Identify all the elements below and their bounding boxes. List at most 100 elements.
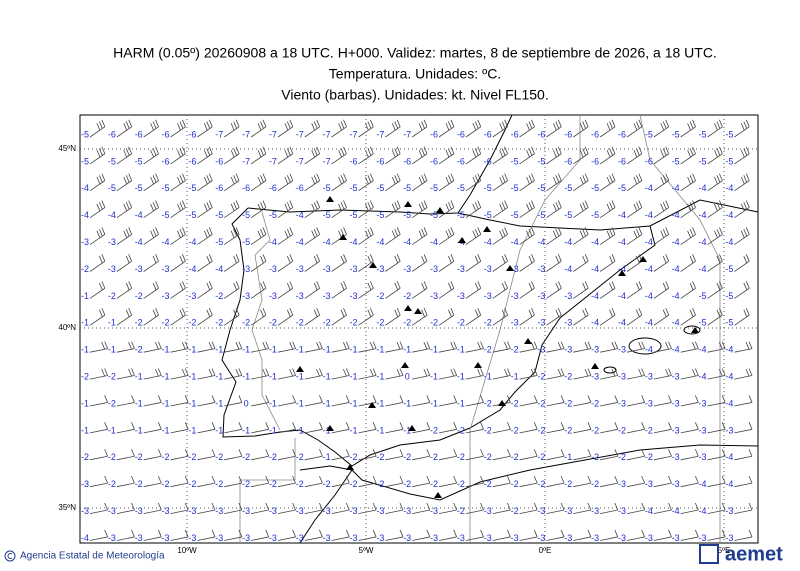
temperature-label: -5 (591, 210, 599, 220)
wind-barb (265, 475, 270, 484)
temperature-label: -3 (108, 506, 116, 516)
wind-barb (474, 228, 479, 237)
wind-barb (689, 148, 694, 156)
temperature-label: -1 (162, 345, 170, 355)
temperature-label: -4 (672, 237, 680, 247)
lon-label: 5ºW (359, 546, 374, 555)
temperature-label: -2 (135, 345, 143, 355)
wind-barb (143, 428, 162, 434)
wind-barb (507, 341, 511, 349)
temperature-label: -3 (484, 264, 492, 274)
temperature-label: -3 (672, 398, 680, 408)
wind-barb (480, 395, 484, 403)
wind-barb (304, 428, 323, 434)
wind-barb (412, 402, 430, 407)
wind-barb (251, 375, 269, 380)
wind-barb (211, 529, 216, 538)
temperature-label: -2 (645, 452, 653, 462)
wind-barb (116, 428, 135, 434)
wind-barb (692, 173, 696, 181)
wind-barb (251, 402, 269, 407)
wind-barb (131, 368, 135, 376)
temperature-label: -3 (457, 533, 465, 543)
wind-barb (197, 455, 216, 461)
wind-barb (289, 200, 294, 208)
wind-barb (748, 341, 753, 349)
temperature-label: -2 (403, 452, 411, 462)
temperature-label: -3 (484, 291, 492, 301)
temperature-label: 0 (405, 371, 410, 381)
wind-barb (600, 402, 618, 407)
wind-barb (313, 309, 318, 317)
temperature-label: -5 (162, 183, 170, 193)
temperature-label: -1 (269, 398, 277, 408)
wind-barb (579, 203, 584, 212)
wind-barb (238, 395, 243, 403)
wind-barb (719, 281, 723, 289)
temperature-label: -3 (430, 264, 438, 274)
wind-barb (692, 281, 696, 289)
wind-barb (560, 368, 565, 376)
wind-barb (504, 368, 508, 377)
wind-barb (600, 536, 618, 541)
wind-barb (734, 314, 750, 326)
wind-barb (504, 281, 508, 289)
wind-barb (184, 529, 189, 538)
wind-barb (235, 307, 240, 316)
temperature-label: -3 (699, 398, 707, 408)
wind-barb (450, 342, 455, 350)
wind-barb (504, 227, 508, 235)
temperature-label: -4 (618, 264, 626, 274)
temperature-label: -1 (457, 371, 465, 381)
temperature-label: -4 (725, 479, 733, 489)
temperature-label: -5 (725, 156, 733, 166)
wind-barb (182, 173, 186, 181)
wind-barb (614, 502, 619, 511)
wind-barb (557, 173, 562, 181)
temperature-label: -2 (457, 506, 465, 516)
wind-barb (125, 309, 130, 317)
wind-barb (450, 307, 455, 316)
wind-barb (501, 282, 506, 291)
wind-barb (116, 314, 132, 326)
wind-barb (636, 255, 640, 264)
wind-barb (689, 282, 694, 291)
wind-barb (396, 368, 401, 377)
wind-barb (340, 282, 345, 291)
wind-barb (292, 529, 296, 538)
temperature-label: -3 (135, 506, 143, 516)
temperature-label: -2 (135, 452, 143, 462)
wind-barb (394, 148, 399, 156)
temperature-label: -4 (725, 237, 733, 247)
wind-barb (203, 176, 208, 185)
temperature-label: -4 (645, 183, 653, 193)
wind-barb (528, 309, 533, 317)
wind-barb (611, 281, 616, 289)
wind-barb (579, 230, 584, 238)
temperature-label: -3 (108, 533, 116, 543)
wind-barb (636, 148, 640, 156)
temperature-label: -5 (511, 183, 519, 193)
wind-barb (719, 119, 723, 127)
wind-barb (641, 422, 646, 430)
temperature-label: -2 (537, 398, 545, 408)
wind-barb (179, 175, 184, 183)
temperature-label: -3 (511, 533, 519, 543)
wind-barb (391, 176, 396, 185)
wind-barb (689, 202, 694, 210)
temperature-label: -4 (672, 264, 680, 274)
wind-barb (152, 148, 157, 156)
wind-barb (238, 529, 243, 538)
wind-barb (206, 255, 211, 264)
wind-barb (748, 529, 753, 538)
wind-barb (313, 148, 318, 156)
temperature-label: -7 (323, 129, 331, 139)
wind-barb (743, 282, 748, 291)
wind-barb (421, 202, 425, 210)
wind-barb (184, 475, 189, 484)
wind-barb (533, 368, 538, 376)
wind-barb (365, 230, 369, 238)
temperature-label: -3 (699, 533, 707, 543)
wind-barb (573, 509, 592, 514)
wind-barb (680, 536, 699, 541)
